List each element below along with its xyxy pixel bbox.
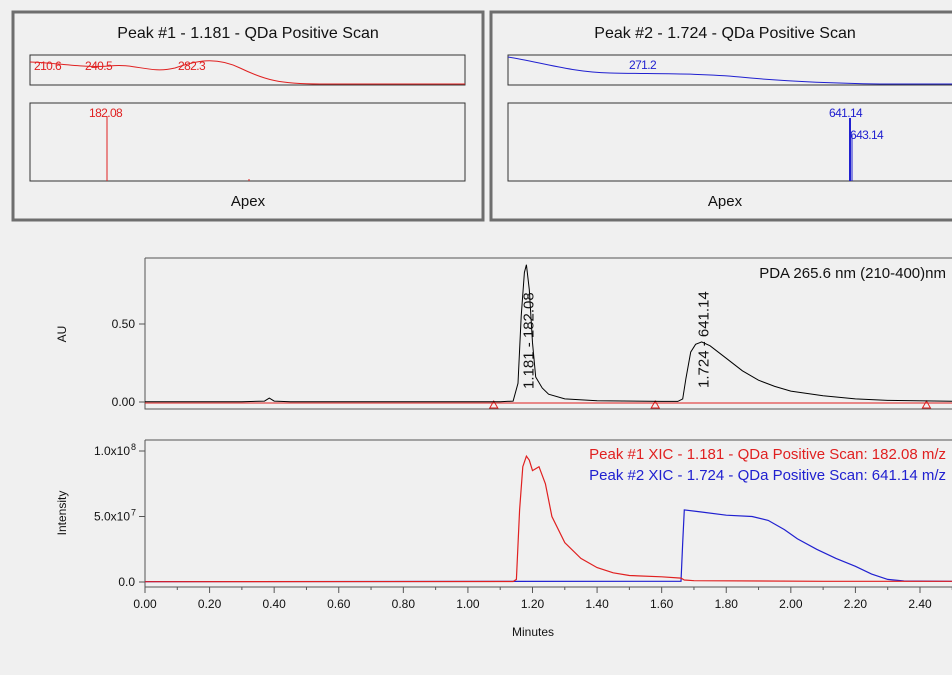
peak2-panel-frame xyxy=(489,10,952,222)
xic-x-tick-label: 0.00 xyxy=(133,597,157,611)
xic-y-tick-label: 5.0x10 xyxy=(94,510,130,524)
xic-x-tick-label: 0.60 xyxy=(327,597,351,611)
peak2-ms-label-1: 641.14 xyxy=(829,106,863,120)
xic-y-tick-label: 0.0 xyxy=(118,575,135,589)
xic-x-tick-label: 1.40 xyxy=(585,597,609,611)
peak2-panel: Peak #2 - 1.724 - QDa Positive Scan 271.… xyxy=(489,10,952,222)
peak2-uv-spectrum-trace xyxy=(507,56,952,85)
uv-y-axis: 0.00 0.50 xyxy=(112,317,145,409)
uv-peak-label: 1.181 - 182.08 xyxy=(520,292,537,389)
uv-trace-title: PDA 265.6 nm (210-400)nm xyxy=(759,265,946,282)
xic-trace-peak1 xyxy=(144,454,952,583)
xic-x-tick-label: 2.40 xyxy=(908,597,932,611)
uv-peak-label: 1.724 - 641.14 xyxy=(696,291,713,388)
xic-x-tick-label: 2.00 xyxy=(779,597,803,611)
xic-trace-peak2 xyxy=(144,509,952,583)
peak1-uv-label-3: 282.3 xyxy=(178,59,206,73)
xic-x-tick-label: 1.00 xyxy=(456,597,480,611)
uv-baseline-marker xyxy=(650,399,661,409)
xic-x-tick-label: 0.80 xyxy=(392,597,416,611)
peak1-title: Peak #1 - 1.181 - QDa Positive Scan xyxy=(117,25,378,42)
peak1-ms-label: 182.08 xyxy=(89,106,123,120)
uv-y-tick-label: 0.00 xyxy=(112,395,136,409)
peak1-uv-spectrum-box xyxy=(29,54,466,86)
peak2-footer: Apex xyxy=(708,193,743,210)
uv-y-tick-label: 0.50 xyxy=(112,317,136,331)
xic-chromatogram: 0.0 5.0x10 7 1.0x10 8 0.00 0.20 0.40 0.60 0.80 1.… xyxy=(55,439,952,639)
xic-y-tick-exponent: 7 xyxy=(131,508,136,518)
uv-chromatogram: 0.00 0.50 AU PDA 265.6 nm (210-400)nm 1.1… xyxy=(55,257,952,410)
peak2-uv-label: 271.2 xyxy=(629,58,657,72)
peak1-ms-spectrum-box xyxy=(29,102,466,182)
uv-plot-frame xyxy=(144,258,952,410)
xic-x-tick-label: 1.60 xyxy=(650,597,674,611)
uv-baseline-marker xyxy=(921,399,932,409)
xic-x-tick-label: 0.40 xyxy=(262,597,286,611)
uv-y-axis-label: AU xyxy=(55,326,69,343)
xic-x-tick-label: 1.20 xyxy=(521,597,545,611)
peak1-footer: Apex xyxy=(231,193,266,210)
xic-y-axis-label: Intensity xyxy=(55,491,69,536)
x-axis-label: Minutes xyxy=(512,625,554,639)
uv-baseline-marker xyxy=(488,399,499,409)
xic-legend-series-2: Peak #2 XIC - 1.724 - QDa Positive Scan:… xyxy=(589,467,946,484)
xic-x-tick-label: 0.20 xyxy=(198,597,222,611)
xic-legend-series-1: Peak #1 XIC - 1.181 - QDa Positive Scan:… xyxy=(589,446,946,463)
peak1-uv-spectrum-trace xyxy=(29,60,465,85)
uv-trace-line xyxy=(145,264,952,403)
xic-x-tick-label: 2.20 xyxy=(844,597,868,611)
peak1-uv-label-2: 240.5 xyxy=(85,59,113,73)
xic-x-axis: 0.00 0.20 0.40 0.60 0.80 1.00 1.20 1.40 1.60 1.80… xyxy=(133,587,952,611)
xic-y-tick-exponent: 8 xyxy=(131,442,136,452)
peak2-ms-label-2: 643.14 xyxy=(850,128,884,142)
peak2-uv-spectrum-box xyxy=(507,54,952,86)
uv-plot-area: 1.181 - 182.08 1.724 - 641.14 xyxy=(145,264,952,409)
xic-y-axis: 0.0 5.0x10 7 1.0x10 8 xyxy=(94,442,145,589)
peak1-panel: Peak #1 - 1.181 - QDa Positive Scan 210.… xyxy=(11,10,485,222)
peak2-ms-spectrum-box xyxy=(507,102,952,182)
peak1-uv-label-1: 210.6 xyxy=(34,59,62,73)
peak2-title: Peak #2 - 1.724 - QDa Positive Scan xyxy=(594,25,855,42)
xic-plot-area xyxy=(144,454,952,583)
peak1-panel-frame xyxy=(11,10,485,222)
xic-y-tick-label: 1.0x10 xyxy=(94,444,130,458)
xic-x-tick-label: 1.80 xyxy=(715,597,739,611)
